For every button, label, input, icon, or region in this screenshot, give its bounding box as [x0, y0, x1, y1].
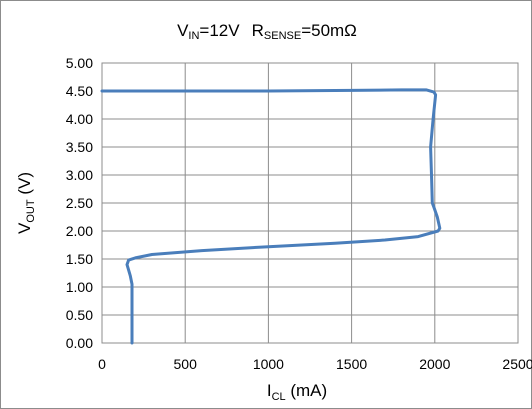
y-tick-label: 3.50: [66, 139, 93, 155]
y-tick-label: 1.00: [66, 279, 93, 295]
y-tick-label: 5.00: [66, 55, 93, 71]
plot-border: [101, 62, 519, 344]
y-tick-label: 0.50: [66, 307, 93, 323]
xlabel-rest: (mA): [286, 381, 328, 400]
ylabel-main: V: [15, 222, 34, 234]
y-axis-ticks: 0.00 0.50 1.00 1.50 2.00 2.50 3.00 3.50 4.00 4.50…: [66, 55, 93, 351]
y-tick-label: 3.00: [66, 167, 93, 183]
y-tick-label: 2.50: [66, 195, 93, 211]
chart-title: VIN=12V RSENSE=50mΩ: [177, 21, 357, 42]
ylabel-sub: OUT: [25, 199, 37, 223]
title-r-rest: =50mΩ: [301, 21, 357, 40]
title-v-rest: =12V: [199, 21, 240, 40]
x-tick-label: 500: [174, 356, 198, 372]
title-r-sub: SENSE: [264, 30, 301, 42]
xlabel-sub: CL: [272, 391, 286, 403]
x-tick-label: 1000: [253, 356, 284, 372]
y-tick-label: 4.50: [66, 83, 93, 99]
series-group: [100, 88, 442, 345]
title-v-main: V: [177, 21, 189, 40]
xlabel-main: I: [267, 381, 272, 400]
x-tick-label: 1500: [336, 356, 367, 372]
series-line: [100, 88, 442, 345]
y-tick-label: 2.00: [66, 223, 93, 239]
y-axis-label: VOUT (V): [15, 172, 37, 234]
y-tick-label: 0.00: [66, 335, 93, 351]
y-tick-label: 1.50: [66, 251, 93, 267]
ylabel-rest: (V): [15, 172, 34, 199]
x-axis-ticks: 0 500 1000 1500 2000 2500: [98, 356, 532, 372]
plot-area: [101, 62, 519, 344]
x-tick-label: 2000: [419, 356, 450, 372]
title-v-sub: IN: [188, 30, 199, 42]
x-tick-label: 0: [98, 356, 106, 372]
x-tick-label: 2500: [502, 356, 532, 372]
y-tick-label: 4.00: [66, 111, 93, 127]
title-r-main: R: [252, 21, 264, 40]
x-axis-label: ICL (mA): [267, 381, 327, 403]
